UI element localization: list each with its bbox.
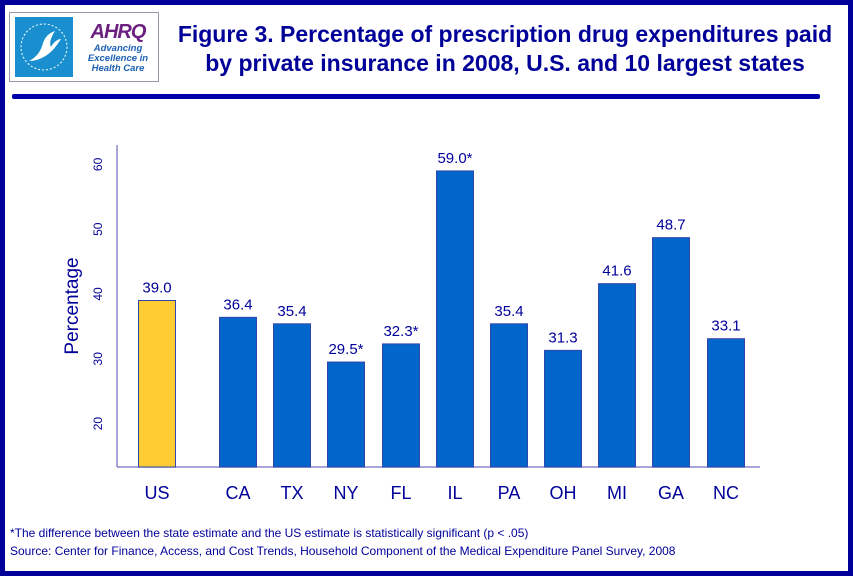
data-label-pa: 35.4 <box>494 303 523 320</box>
bar-oh <box>544 349 582 468</box>
figure-title: Figure 3. Percentage of prescription dru… <box>160 20 850 78</box>
ahrq-tagline-2: Excellence in <box>87 53 149 64</box>
bar-mi <box>598 283 636 468</box>
ahrq-tagline-3: Health Care <box>91 63 145 74</box>
significance-footnote: *The difference between the state estima… <box>10 526 529 540</box>
ahrq-logo: AHRQ Advancing Excellence in Health Care <box>80 15 156 79</box>
bar-nc <box>707 338 745 468</box>
hhs-seal-icon <box>15 17 73 77</box>
data-label-ny: 29.5* <box>328 341 363 358</box>
bars <box>138 170 745 468</box>
bar-ny <box>327 361 365 468</box>
x-tick-tx: TX <box>280 483 303 503</box>
ahrq-wordmark: AHRQ <box>90 21 147 43</box>
ahrq-tagline-1: Advancing <box>93 43 143 54</box>
x-tick-nc: NC <box>713 483 739 503</box>
data-label-tx: 35.4 <box>277 303 306 320</box>
x-tick-us: US <box>144 483 169 503</box>
x-tick-il: IL <box>447 483 462 503</box>
y-tick-label: 30 <box>91 352 105 366</box>
y-tick-labels: 20 30 40 50 60 <box>91 157 105 430</box>
x-tick-fl: FL <box>390 483 411 503</box>
bar-ca <box>219 316 257 468</box>
title-divider <box>12 94 820 99</box>
x-tick-pa: PA <box>498 483 521 503</box>
y-tick-label: 40 <box>91 287 105 301</box>
bar-fl <box>382 343 420 468</box>
x-tick-ga: GA <box>658 483 684 503</box>
data-label-mi: 41.6 <box>602 263 631 280</box>
data-label-il: 59.0* <box>437 150 472 167</box>
data-label-oh: 31.3 <box>548 329 577 346</box>
source-footnote: Source: Center for Finance, Access, and … <box>10 544 676 558</box>
x-tick-ca: CA <box>225 483 250 503</box>
title-line-1: Figure 3. Percentage of prescription dru… <box>177 21 833 47</box>
figure-frame <box>5 5 848 571</box>
bar-pa <box>490 323 528 468</box>
data-label-fl: 32.3* <box>383 323 418 340</box>
y-tick-label: 20 <box>91 417 105 431</box>
y-tick-label: 60 <box>91 157 105 171</box>
data-label-ca: 36.4 <box>223 296 252 313</box>
y-tick-label: 50 <box>91 222 105 236</box>
data-labels: 39.0 36.4 35.4 29.5* 32.3* 59.0* 35.4 31.3 41.6 4… <box>142 150 740 358</box>
bar-us <box>138 299 176 468</box>
bar-ga <box>652 237 690 468</box>
bar-tx <box>273 323 311 468</box>
x-tick-oh: OH <box>550 483 577 503</box>
x-tick-ny: NY <box>333 483 358 503</box>
title-line-2: by private insurance in 2008, U.S. and 1… <box>205 50 805 76</box>
bar-il <box>436 170 474 468</box>
data-label-nc: 33.1 <box>711 318 740 335</box>
x-tick-labels: US CA TX NY FL IL PA OH MI GA NC <box>144 483 739 503</box>
y-axis-label: Percentage <box>62 257 83 354</box>
data-label-ga: 48.7 <box>656 217 685 234</box>
x-tick-mi: MI <box>607 483 627 503</box>
logo-block: AHRQ Advancing Excellence in Health Care <box>9 12 159 82</box>
data-label-us: 39.0 <box>142 279 171 296</box>
